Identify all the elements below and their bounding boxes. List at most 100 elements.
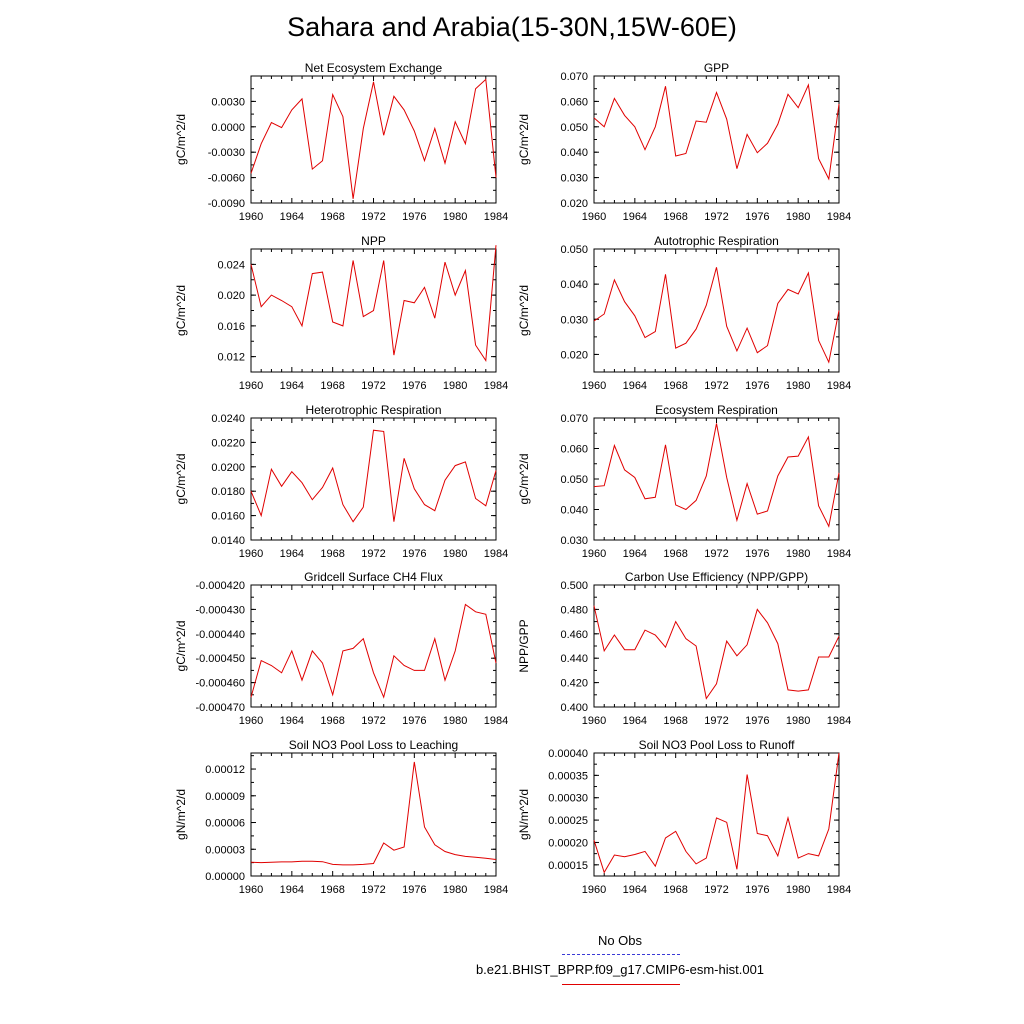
x-tick-label: 1972 [704,211,728,223]
y-tick-label: -0.0090 [208,198,245,210]
y-tick-label: 0.00025 [548,815,588,827]
x-tick-label: 1976 [402,380,426,392]
plot-frame [250,417,497,541]
series-line [593,423,840,528]
x-tick-label: 1964 [280,715,304,727]
x-tick-label: 1968 [320,211,344,223]
y-tick-label: 0.0220 [211,437,245,449]
panel-title: Carbon Use Efficiency (NPP/GPP) [625,570,808,584]
legend-no-obs-line [562,954,680,955]
y-tick-label: 0.020 [217,290,245,302]
x-tick-label: 1980 [443,715,467,727]
panel-title: Heterotrophic Respiration [305,403,441,417]
series-line [250,245,497,362]
x-tick-label: 1964 [623,548,647,560]
y-tick-label: -0.0060 [208,173,245,185]
x-tick-label: 1960 [239,715,263,727]
plot-frame [593,752,840,877]
x-tick-label: 1972 [361,548,385,560]
chart-panel: Net Ecosystem Exchange gC/m^2/d 1960 1964 19… [174,61,508,223]
y-tick-label: 0.00030 [548,793,588,805]
legend-no-obs-label: No Obs [597,933,643,948]
x-tick-label: 1972 [704,548,728,560]
y-tick-label: 0.0240 [211,413,245,425]
y-tick-label: 0.050 [560,474,588,486]
y-tick-label: 0.400 [560,702,588,714]
panel-title: Net Ecosystem Exchange [305,61,443,75]
x-tick-label: 1976 [402,548,426,560]
x-tick-label: 1968 [663,715,687,727]
panel-title: Gridcell Surface CH4 Flux [304,570,443,584]
y-tick-label: 0.460 [560,629,588,641]
chart-panel: Heterotrophic Respiration gC/m^2/d 1960 196… [174,403,508,560]
y-tick-label: 0.00009 [205,791,245,803]
x-tick-label: 1964 [280,548,304,560]
x-tick-label: 1976 [402,715,426,727]
x-tick-label: 1976 [745,884,769,896]
x-tick-label: 1972 [704,884,728,896]
x-tick-label: 1964 [623,380,647,392]
series-line [250,761,497,866]
y-tick-label: 0.00015 [548,860,588,872]
y-tick-label: 0.040 [560,147,588,159]
x-tick-label: 1964 [623,884,647,896]
x-tick-label: 1984 [827,380,851,392]
y-tick-label: 0.030 [560,173,588,185]
y-tick-label: 0.0140 [211,535,245,547]
y-tick-label: 0.440 [560,653,588,665]
x-tick-label: 1968 [663,380,687,392]
y-axis-label: gC/m^2/d [517,454,531,505]
x-tick-label: 1968 [320,884,344,896]
y-tick-label: 0.00006 [205,818,245,830]
y-tick-label: -0.000450 [195,653,245,665]
plot-frame [593,417,840,541]
y-tick-label: 0.030 [560,314,588,326]
x-tick-label: 1976 [745,380,769,392]
series-line [593,267,840,364]
plot-frame [593,75,840,204]
y-tick-label: 0.020 [560,198,588,210]
x-tick-label: 1960 [239,884,263,896]
x-tick-label: 1960 [582,884,606,896]
x-tick-label: 1960 [239,211,263,223]
x-tick-label: 1964 [280,380,304,392]
x-tick-label: 1968 [320,380,344,392]
y-tick-label: 0.040 [560,505,588,517]
panel-title: Autotrophic Respiration [654,234,779,248]
x-tick-label: 1984 [484,884,508,896]
y-tick-label: 0.016 [217,321,245,333]
x-tick-label: 1976 [402,884,426,896]
x-tick-label: 1960 [239,548,263,560]
y-tick-label: 0.050 [560,244,588,256]
x-tick-label: 1980 [786,211,810,223]
x-tick-label: 1980 [443,548,467,560]
y-tick-label: 0.024 [217,259,245,271]
x-tick-label: 1968 [663,884,687,896]
x-tick-label: 1980 [786,548,810,560]
x-tick-label: 1984 [827,715,851,727]
y-tick-label: 0.040 [560,279,588,291]
x-tick-label: 1984 [827,211,851,223]
series-line [250,429,497,523]
plot-frame [250,752,497,877]
x-tick-label: 1960 [582,211,606,223]
x-tick-label: 1964 [280,884,304,896]
series-line [250,78,497,199]
x-tick-label: 1984 [484,211,508,223]
y-axis-label: gC/m^2/d [174,114,188,165]
panel-title: Soil NO3 Pool Loss to Runoff [639,738,796,752]
chart-panel: GPP gC/m^2/d 1960 1964 1968 1972 1976 1980 1984 0… [517,61,851,223]
x-tick-label: 1968 [320,715,344,727]
x-tick-label: 1984 [484,380,508,392]
x-tick-label: 1984 [827,884,851,896]
x-tick-label: 1972 [704,715,728,727]
panel-title: NPP [361,234,386,248]
y-tick-label: -0.000460 [195,678,245,690]
y-tick-label: 0.030 [560,535,588,547]
y-tick-label: 0.012 [217,352,245,364]
chart-panel: Gridcell Surface CH4 Flux gC/m^2/d 1960 196… [174,570,508,727]
y-axis-label: gC/m^2/d [517,285,531,336]
series-line [593,752,840,874]
chart-panel: Carbon Use Efficiency (NPP/GPP) NPP/GPP 19… [517,570,851,727]
y-tick-label: -0.0030 [208,147,245,159]
